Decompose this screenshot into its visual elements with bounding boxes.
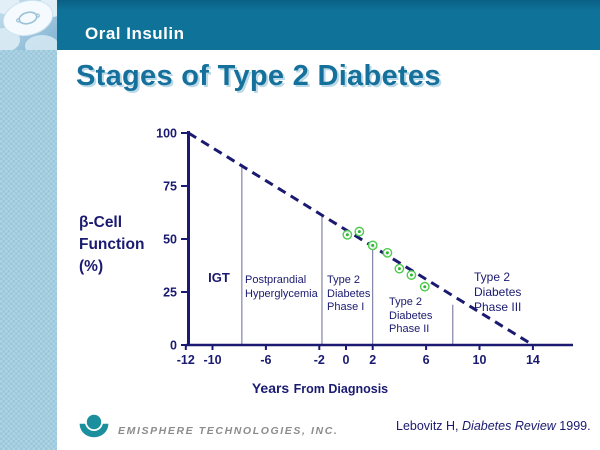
- y-tick-label: 75: [163, 180, 177, 194]
- stage-label-2: Postprandial Hyperglycemia: [245, 274, 318, 300]
- x-tick-label: -6: [260, 353, 271, 367]
- company-logo: EMISPHERE TECHNOLOGIES, INC.: [78, 413, 338, 440]
- data-point-core: [371, 243, 375, 247]
- x-tick-label: 0: [343, 353, 350, 367]
- citation: Lebovitz H, Diabetes Review 1999.: [396, 419, 591, 433]
- company-name-text: EMISPHERE TECHNOLOGIES, INC.: [118, 425, 339, 437]
- x-tick-label: -10: [203, 353, 221, 367]
- y-tick-label: 50: [163, 233, 177, 247]
- citation-author: Lebovitz H,: [396, 419, 463, 433]
- data-point-core: [357, 230, 361, 234]
- citation-journal: Diabetes Review: [462, 419, 556, 433]
- emisphere-logo-icon: [79, 413, 109, 438]
- left-pattern-strip: [0, 50, 57, 450]
- stage-label-4: Type 2 Diabetes Phase II: [389, 296, 433, 335]
- x-tick-label: 10: [473, 353, 487, 367]
- data-point-core: [423, 285, 427, 289]
- stage-label-1: IGT: [208, 270, 230, 285]
- y-axis-label: β-Cell Function (%): [79, 214, 145, 275]
- x-tick-label: -12: [177, 353, 195, 367]
- header-banner: Oral Insulin: [57, 0, 600, 50]
- pills-photo: [0, 0, 57, 50]
- citation-year: 1999.: [555, 419, 591, 433]
- slide-header-title: Oral Insulin: [85, 24, 185, 43]
- y-tick-label: 25: [163, 286, 177, 300]
- x-tick-label: -2: [314, 353, 325, 367]
- y-tick-label: 100: [156, 127, 177, 141]
- slide-title: Stages of Type 2 Diabetes: [76, 60, 441, 92]
- x-axis-label-primary: Years: [251, 380, 290, 396]
- x-axis-label-secondary: From Diagnosis: [293, 382, 389, 396]
- x-tick-label: 14: [526, 353, 540, 367]
- stage-label-5: Type 2 Diabetes Phase III: [474, 270, 522, 314]
- data-point-core: [345, 233, 349, 237]
- data-point-core: [409, 273, 413, 277]
- x-tick-label: 2: [369, 353, 376, 367]
- data-point-core: [385, 251, 389, 255]
- x-axis-label: Years From Diagnosis: [230, 380, 410, 398]
- x-tick-label: 6: [423, 353, 430, 367]
- stage-label-3: Type 2 Diabetes Phase I: [327, 274, 371, 313]
- y-tick-label: 0: [170, 339, 177, 353]
- data-point-core: [397, 267, 401, 271]
- trend-dashed-line: [187, 131, 534, 347]
